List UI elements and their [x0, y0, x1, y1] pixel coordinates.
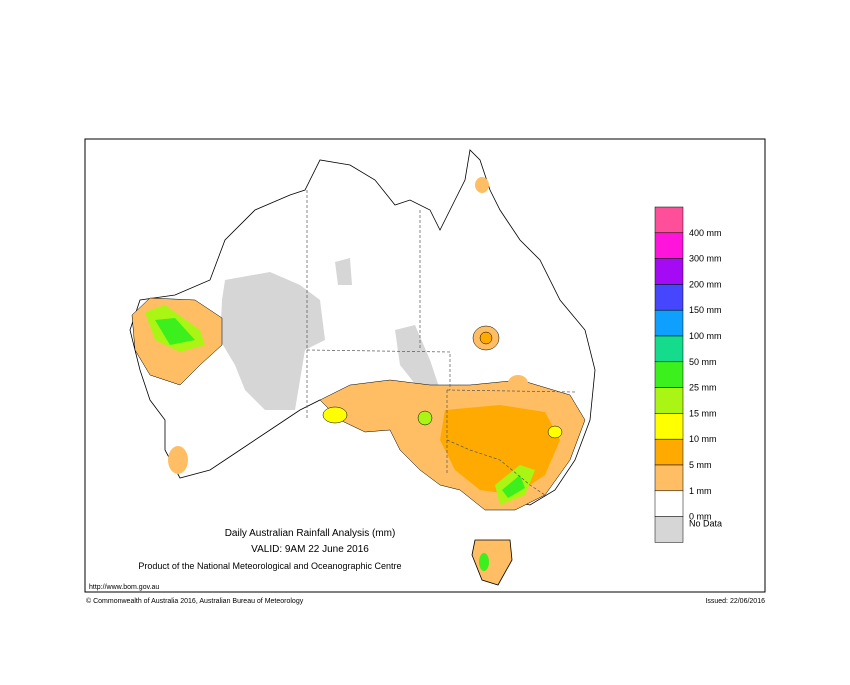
legend-swatch [654, 387, 684, 414]
legend-swatch [654, 464, 684, 492]
copyright: © Commonwealth of Australia 2016, Austra… [86, 597, 304, 605]
legend-label: 100 mm [689, 331, 722, 341]
state-border [446, 389, 576, 393]
no-data-area [395, 325, 440, 390]
legend-swatch [654, 361, 684, 388]
legend-swatch [654, 335, 684, 363]
no-data-area [220, 272, 325, 410]
australia [129, 149, 596, 586]
legend-swatch [654, 206, 684, 234]
legend-label: 0 mm [689, 512, 712, 522]
legend-swatch [654, 309, 684, 337]
rain-area [475, 177, 489, 193]
issued: Issued: 22/06/2016 [705, 598, 765, 605]
tasmania [471, 539, 513, 586]
legend-swatch [654, 516, 684, 543]
legend-label: 400 mm [689, 228, 722, 238]
rain-area [479, 331, 493, 345]
legend-swatch [654, 490, 684, 517]
valid-time: VALID: 9AM 22 June 2016 [251, 544, 369, 555]
rain-area [322, 406, 348, 424]
legend-label: 5 mm [689, 460, 712, 470]
legend-label: 1 mm [689, 486, 712, 496]
legend: 400 mm 300 mm 200 mm 150 mm 100 mm 50 mm 25 mm… [654, 206, 722, 543]
legend-swatch [654, 232, 684, 259]
rain-area [479, 553, 489, 571]
product-note: Product of the National Meteorological a… [138, 561, 401, 571]
rain-area [508, 375, 528, 391]
state-border [446, 439, 546, 496]
legend-label: 150 mm [689, 305, 722, 315]
map-title: Daily Australian Rainfall Analysis (mm) [225, 528, 396, 539]
legend-label: 200 mm [689, 279, 722, 289]
legend-label: 15 mm [689, 408, 717, 418]
rain-area [502, 475, 525, 498]
legend-swatch [654, 438, 684, 466]
legend-label: 50 mm [689, 357, 717, 367]
rain-area [417, 410, 433, 426]
legend-label: 10 mm [689, 434, 717, 444]
url: http://www.bom.gov.au [89, 584, 159, 591]
rain-area [168, 446, 188, 474]
legend-label: 300 mm [689, 254, 722, 264]
legend-swatch [654, 258, 684, 285]
no-data-area [335, 258, 352, 285]
legend-label: 25 mm [689, 383, 717, 393]
legend-swatch [654, 413, 684, 440]
rain-area [155, 318, 195, 345]
legend-swatch [654, 284, 684, 311]
state-border [306, 349, 451, 390]
rain-area [547, 425, 563, 439]
legend-label: No Data [689, 519, 722, 529]
